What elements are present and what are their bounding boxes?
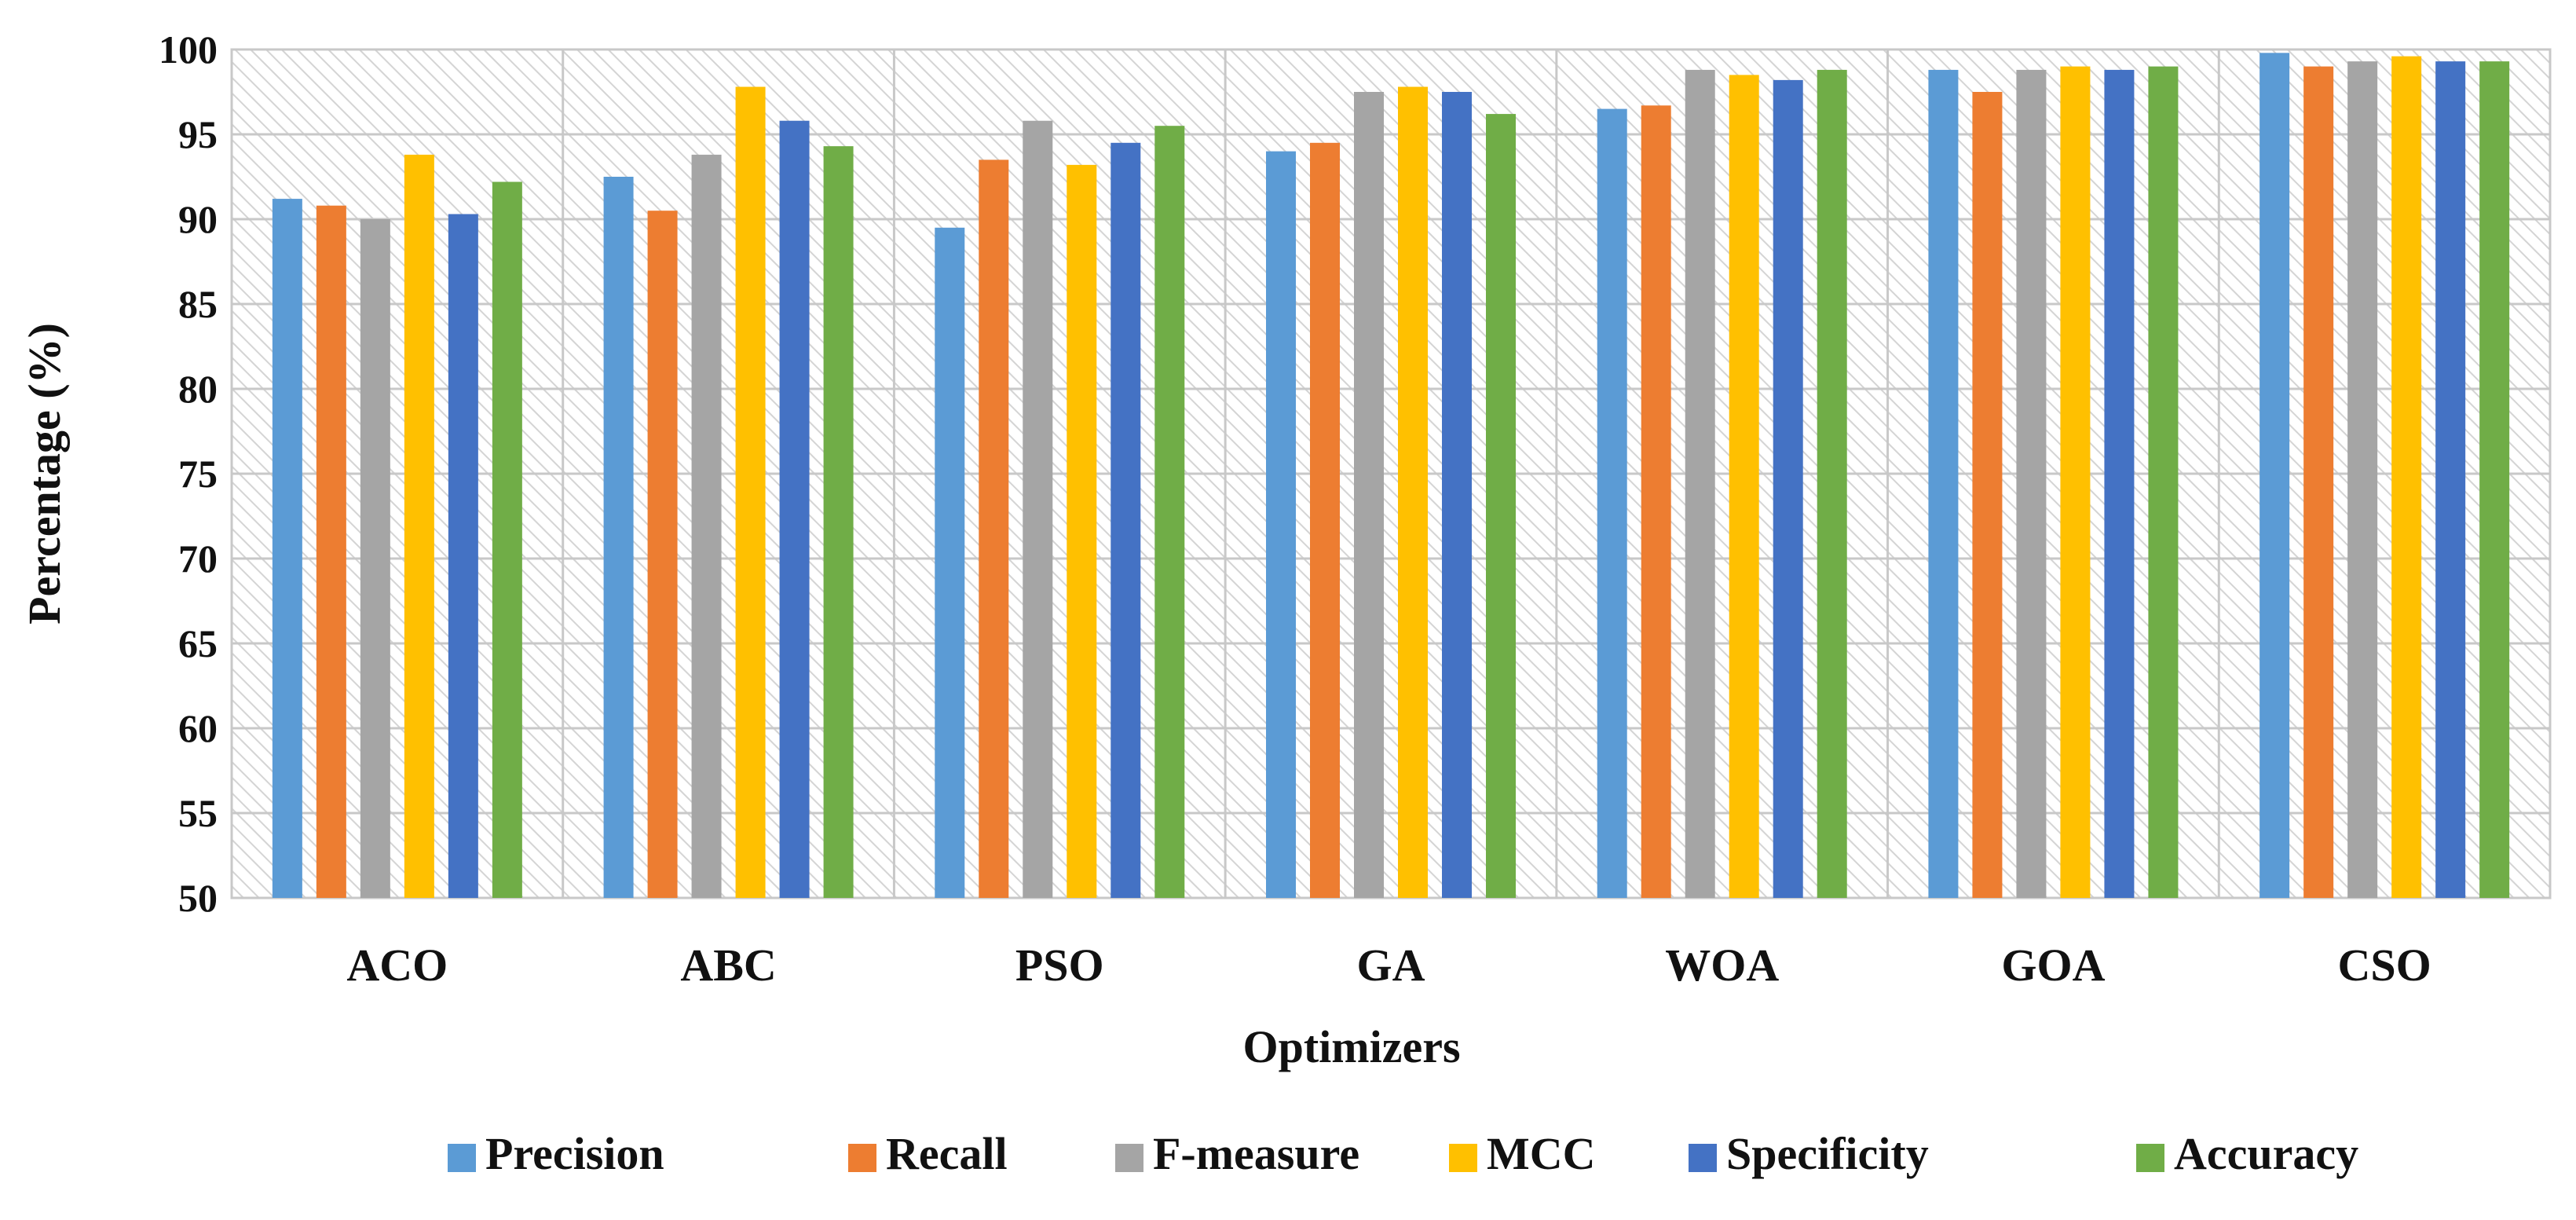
x-category-label: GA [1357, 940, 1425, 991]
bar-mcc-aco [404, 154, 434, 899]
bar-f-measure-abc [691, 154, 722, 899]
bar-accuracy-aco [492, 181, 522, 899]
bar-mcc-abc [735, 86, 766, 898]
bars [272, 53, 2510, 899]
legend-label: Recall [886, 1128, 1008, 1179]
bar-recall-ga [1310, 142, 1340, 899]
bar-mcc-goa [2060, 66, 2091, 899]
bar-f-measure-aco [360, 219, 390, 898]
bar-precision-pso [935, 227, 965, 898]
legend-label: Accuracy [2174, 1128, 2358, 1179]
y-tick-label: 80 [178, 367, 218, 411]
bar-specificity-woa [1773, 79, 1803, 898]
bar-accuracy-cso [2479, 61, 2510, 899]
legend-label: Precision [485, 1128, 664, 1179]
x-category-label: WOA [1665, 940, 1779, 991]
bar-specificity-ga [1442, 92, 1472, 898]
bar-recall-goa [1972, 92, 2003, 898]
bar-recall-aco [316, 205, 346, 899]
y-axis-title: Percentage (%) [19, 323, 70, 625]
x-category-label: GOA [2001, 940, 2105, 991]
legend: Precision Recall F-measure MCC Specificity Ac… [448, 1128, 2358, 1179]
x-category-label: PSO [1015, 940, 1104, 991]
y-tick-label: 95 [178, 112, 218, 156]
x-category-label: ABC [680, 940, 776, 991]
bar-recall-cso [2303, 66, 2334, 899]
bar-specificity-aco [448, 214, 478, 898]
bar-recall-woa [1641, 105, 1671, 898]
bar-recall-abc [647, 211, 678, 898]
bar-mcc-pso [1067, 164, 1097, 898]
bar-precision-goa [1928, 69, 1959, 898]
bar-mcc-woa [1729, 75, 1759, 898]
bar-accuracy-goa [2148, 66, 2179, 899]
bar-precision-aco [272, 199, 302, 898]
y-axis-ticks: 50 55 60 65 70 75 80 85 90 95 100 [159, 27, 218, 920]
bar-precision-abc [603, 177, 634, 898]
y-tick-label: 55 [178, 791, 218, 835]
bar-f-measure-goa [2016, 69, 2047, 898]
bar-precision-ga [1266, 151, 1296, 899]
legend-label: F-measure [1153, 1128, 1359, 1179]
bar-accuracy-pso [1154, 126, 1185, 898]
legend-label: MCC [1487, 1128, 1596, 1179]
bar-f-measure-cso [2347, 61, 2378, 899]
legend-swatch [1449, 1144, 1477, 1172]
y-tick-label: 90 [178, 197, 218, 241]
x-axis-categories: ACO ABC PSO GA WOA GOA CSO [346, 940, 2431, 991]
bar-mcc-ga [1398, 86, 1428, 898]
x-category-label: CSO [2338, 940, 2431, 991]
y-tick-label: 85 [178, 282, 218, 326]
bar-f-measure-ga [1354, 92, 1384, 898]
bar-mcc-cso [2391, 56, 2422, 898]
bar-accuracy-ga [1486, 114, 1516, 898]
y-tick-label: 100 [159, 27, 218, 71]
bar-f-measure-woa [1685, 69, 1715, 898]
legend-swatch [848, 1144, 876, 1172]
bar-accuracy-abc [823, 146, 854, 898]
bar-specificity-abc [779, 120, 810, 899]
y-tick-label: 70 [178, 537, 218, 581]
bar-recall-pso [979, 159, 1009, 898]
bar-f-measure-pso [1023, 120, 1053, 899]
bar-specificity-goa [2104, 69, 2135, 898]
bar-accuracy-woa [1817, 69, 1847, 898]
bar-specificity-pso [1111, 142, 1141, 899]
legend-swatch [448, 1144, 476, 1172]
y-tick-label: 75 [178, 452, 218, 496]
x-category-label: ACO [346, 940, 448, 991]
y-tick-label: 50 [178, 876, 218, 920]
bar-precision-cso [2259, 53, 2290, 899]
legend-swatch [1115, 1144, 1143, 1172]
legend-swatch [2136, 1144, 2164, 1172]
legend-label: Specificity [1726, 1128, 1929, 1179]
legend-swatch [1689, 1144, 1717, 1172]
bar-precision-woa [1597, 108, 1627, 899]
x-axis-title: Optimizers [1242, 1021, 1460, 1072]
bar-specificity-cso [2435, 61, 2466, 899]
y-tick-label: 60 [178, 706, 218, 750]
y-tick-label: 65 [178, 621, 218, 665]
plot-border [230, 48, 2552, 899]
